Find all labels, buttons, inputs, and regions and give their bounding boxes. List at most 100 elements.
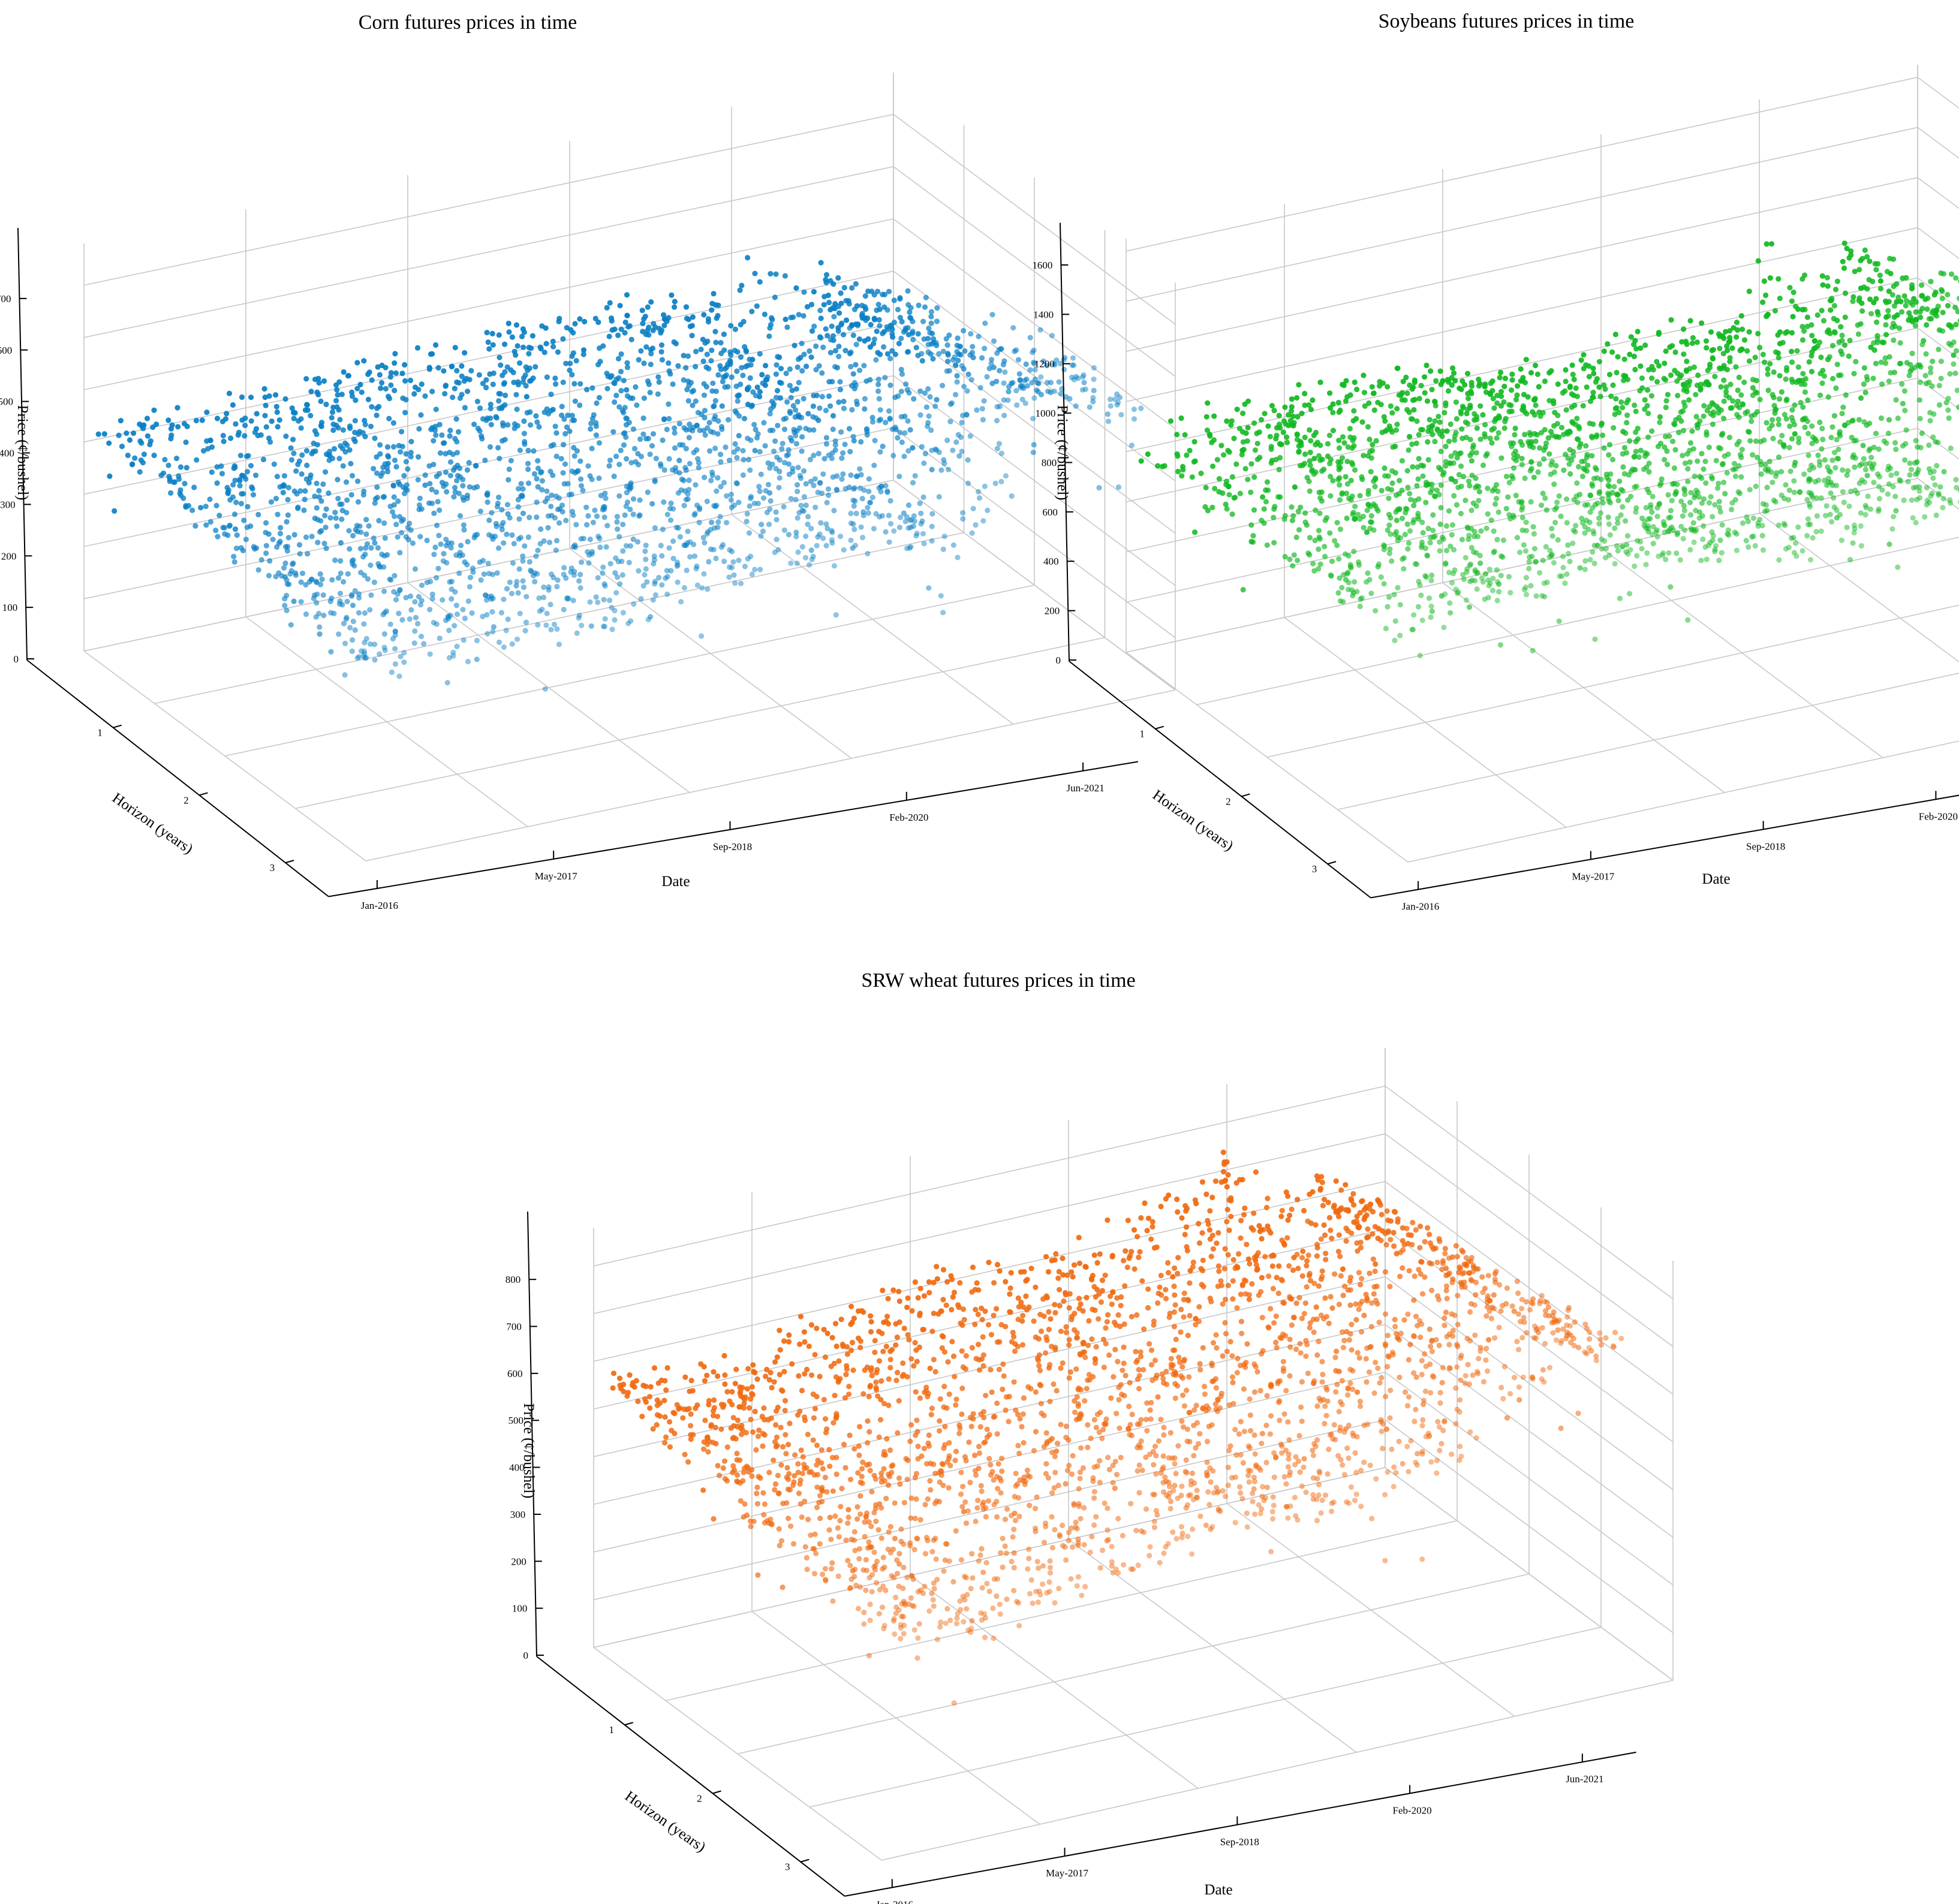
data-point xyxy=(1623,549,1629,555)
data-point xyxy=(1783,367,1790,373)
data-point xyxy=(1924,502,1930,508)
data-point xyxy=(522,439,528,445)
data-point xyxy=(718,451,724,457)
data-point xyxy=(381,494,387,500)
data-point xyxy=(546,587,552,593)
data-point xyxy=(1837,511,1843,518)
data-point xyxy=(1592,502,1598,508)
data-point xyxy=(1890,320,1896,327)
data-point xyxy=(1233,461,1239,467)
data-point xyxy=(1886,541,1892,547)
data-point xyxy=(1735,398,1741,405)
data-point xyxy=(820,535,826,541)
data-point xyxy=(1564,520,1570,526)
data-point xyxy=(817,531,823,537)
data-point xyxy=(369,377,375,383)
data-point xyxy=(1790,314,1796,320)
data-point xyxy=(706,559,712,565)
data-point xyxy=(1379,487,1385,494)
data-point xyxy=(1948,500,1954,506)
data-point xyxy=(1610,382,1616,388)
data-point xyxy=(119,444,125,450)
data-point xyxy=(1461,576,1467,582)
data-point xyxy=(1387,546,1393,552)
data-point xyxy=(1223,478,1230,484)
data-point xyxy=(1688,490,1694,496)
data-point xyxy=(1017,377,1023,383)
data-point xyxy=(1855,331,1861,338)
data-point xyxy=(578,476,584,482)
data-point xyxy=(1939,296,1945,302)
data-point xyxy=(694,582,700,588)
data-point xyxy=(770,427,776,433)
data-point xyxy=(1675,393,1681,399)
data-point xyxy=(427,651,433,657)
data-point xyxy=(496,456,502,462)
data-point xyxy=(1810,434,1816,440)
data-point xyxy=(1013,388,1019,394)
data-point xyxy=(830,426,836,432)
data-point xyxy=(661,499,667,505)
data-point xyxy=(685,317,692,323)
data-point xyxy=(664,426,670,433)
data-point xyxy=(1631,454,1637,460)
data-point xyxy=(1828,519,1835,525)
data-point xyxy=(732,441,738,447)
data-point xyxy=(175,424,181,430)
data-point xyxy=(1662,457,1668,463)
data-point xyxy=(1131,416,1138,422)
data-point xyxy=(811,289,817,295)
data-point xyxy=(258,557,264,563)
data-point xyxy=(1579,474,1585,480)
data-point xyxy=(736,558,742,564)
data-point xyxy=(1653,529,1659,535)
data-point xyxy=(905,325,911,331)
data-point xyxy=(384,444,391,450)
data-point xyxy=(1373,476,1379,482)
data-point xyxy=(204,409,210,415)
data-point xyxy=(859,535,866,541)
data-point xyxy=(1548,462,1554,468)
data-point xyxy=(1671,481,1677,487)
z-axis-label: Price (¢/bushel) xyxy=(14,405,31,501)
data-point xyxy=(1685,478,1691,484)
data-point xyxy=(1773,473,1779,479)
data-point xyxy=(422,472,428,478)
data-point xyxy=(1851,370,1857,376)
data-point xyxy=(442,391,448,397)
data-point xyxy=(918,510,924,517)
data-point xyxy=(314,480,320,487)
data-point xyxy=(664,568,670,574)
data-point xyxy=(1319,489,1325,495)
data-point xyxy=(231,559,237,565)
data-point xyxy=(1031,442,1037,448)
data-point xyxy=(933,340,939,346)
data-point xyxy=(1928,369,1934,376)
data-point xyxy=(1261,506,1267,512)
data-point xyxy=(1523,584,1529,591)
data-point xyxy=(596,394,603,400)
data-point xyxy=(850,521,856,527)
data-point xyxy=(1800,370,1806,376)
data-point xyxy=(1349,587,1355,593)
data-point xyxy=(1523,592,1530,598)
data-point xyxy=(443,382,449,388)
data-point xyxy=(715,418,721,424)
data-point xyxy=(225,487,231,493)
data-point xyxy=(787,366,793,372)
data-point xyxy=(1263,499,1269,505)
x-tick-label: Jun-2021 xyxy=(1066,782,1104,794)
data-point xyxy=(1771,394,1777,400)
data-point xyxy=(1700,536,1706,543)
data-point xyxy=(1240,410,1246,417)
data-point xyxy=(1749,418,1755,424)
data-point xyxy=(347,447,353,453)
data-point xyxy=(861,363,867,369)
data-point xyxy=(371,535,377,541)
data-point xyxy=(1175,468,1181,475)
data-point xyxy=(1592,465,1598,471)
data-point xyxy=(318,518,324,524)
data-point xyxy=(827,403,833,409)
data-point xyxy=(944,437,950,444)
data-point xyxy=(1429,608,1435,614)
